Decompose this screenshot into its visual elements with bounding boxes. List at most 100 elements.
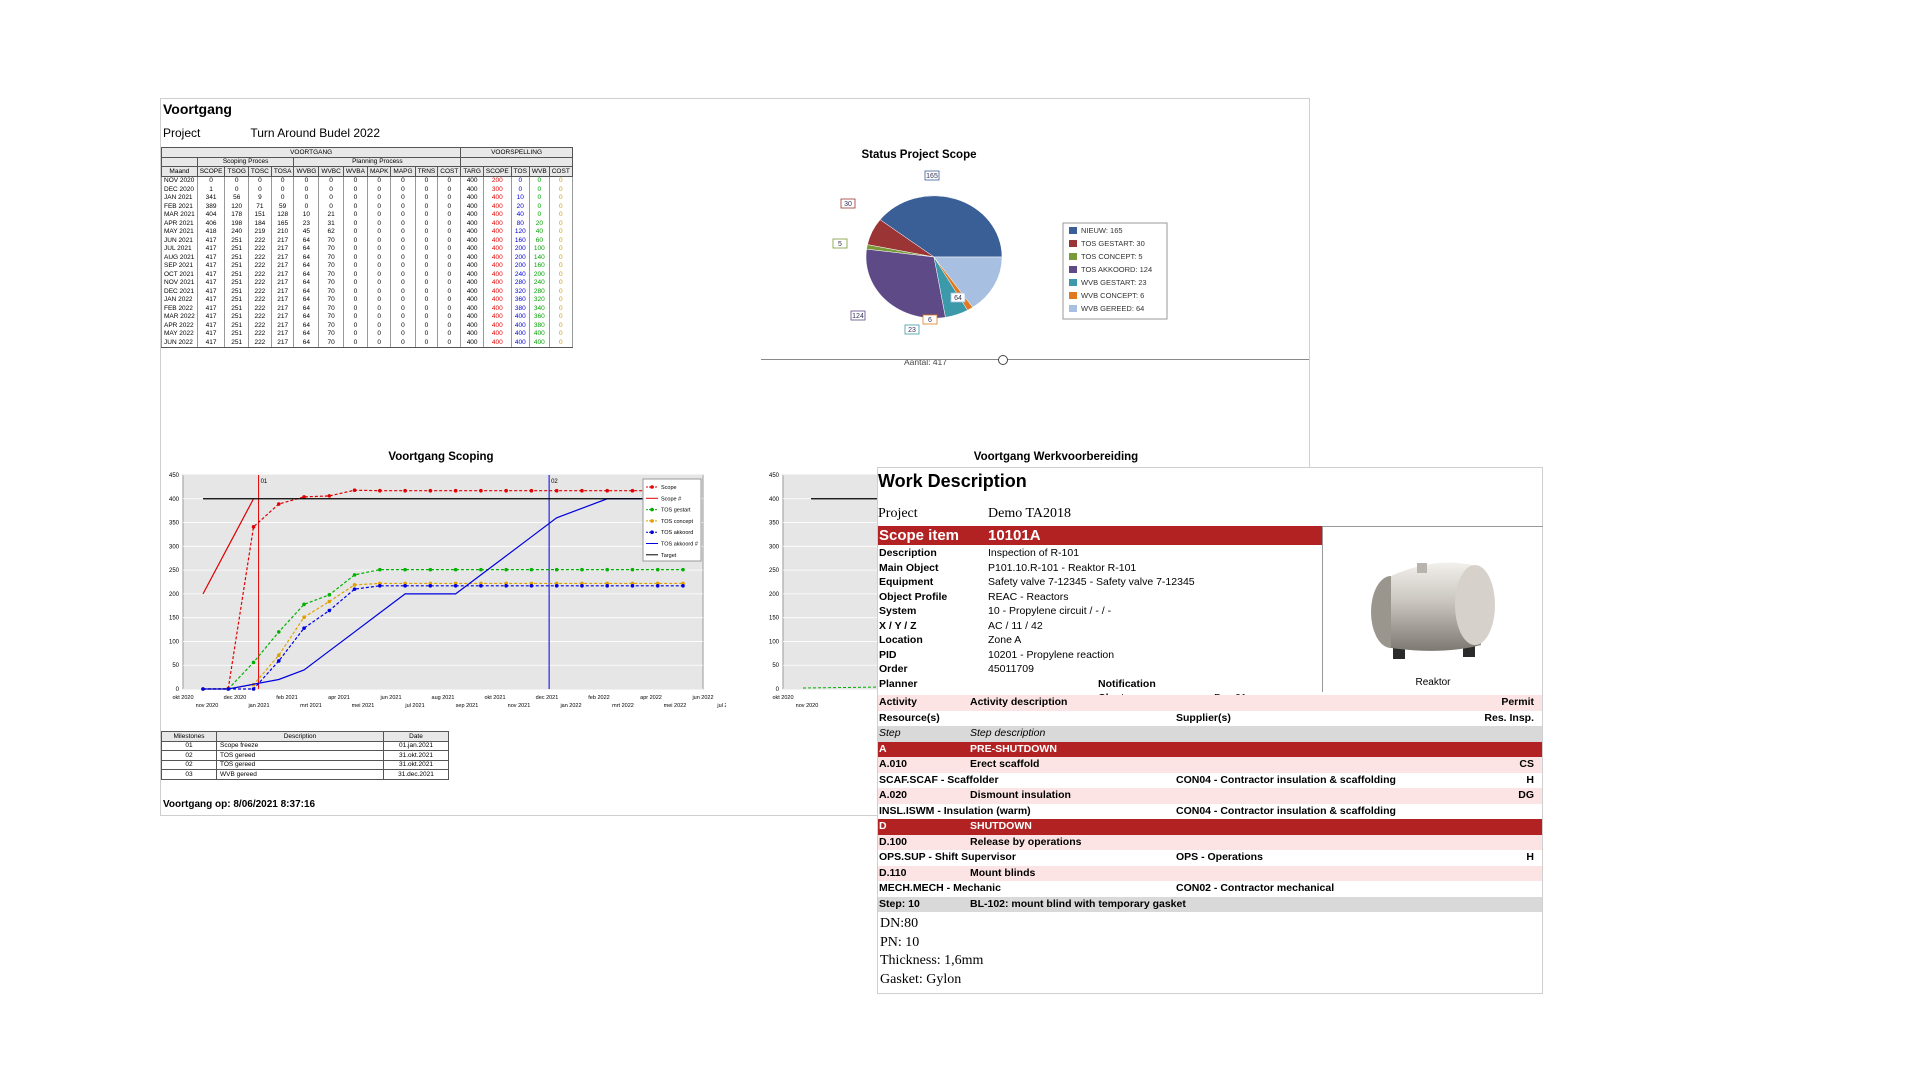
table-cell: 0 <box>510 176 530 185</box>
x-tick-label: nov 2021 <box>508 703 531 709</box>
table-cell: 9 <box>247 193 272 202</box>
scope-item-label: Scope item <box>879 527 960 544</box>
table-cell: 0 <box>437 304 462 313</box>
activity-row: INSL.ISWM - Insulation (warm) CON04 - Con… <box>878 804 1542 820</box>
table-cell: 219 <box>247 227 272 236</box>
table-cell: 70 <box>318 236 344 245</box>
x-tick-label: okt 2020 <box>172 695 193 701</box>
table-cell: 0 <box>390 210 416 219</box>
table-cell: 400 <box>460 253 484 262</box>
table-cell: 400 <box>460 176 484 185</box>
group-voortgang: VOORTGANG <box>160 147 462 158</box>
table-cell: 217 <box>270 304 295 313</box>
table-cell: 200 <box>528 270 550 279</box>
table-cell: 0 <box>437 219 462 228</box>
pie-slice <box>933 256 1003 308</box>
divider-handle[interactable] <box>998 355 1008 365</box>
table-cell: 417 <box>196 270 226 279</box>
table-cell: 0 <box>390 278 416 287</box>
table-cell: JUN 2022 <box>161 338 198 348</box>
data-point <box>479 567 483 572</box>
y-tick-label: 150 <box>769 616 780 622</box>
y-tick-label: 350 <box>169 521 180 527</box>
table-cell: 400 <box>510 312 530 321</box>
table-cell: 0 <box>342 185 368 194</box>
legend-marker <box>650 507 654 512</box>
table-cell: 417 <box>196 321 226 330</box>
y-tick-label: 350 <box>769 521 780 527</box>
table-cell: 64 <box>293 253 320 262</box>
table-cell: 0 <box>548 202 573 211</box>
milestone-cell: Scope freeze <box>216 740 384 751</box>
table-cell: 400 <box>510 329 530 338</box>
table-cell: 0 <box>548 304 573 313</box>
y-tick-label: 50 <box>172 663 179 669</box>
data-point <box>681 584 685 588</box>
table-cell: 0 <box>342 236 368 245</box>
legend-entry: WVB GESTART: 23 <box>1081 278 1147 287</box>
legend-entry: Scope <box>661 485 677 491</box>
series-line <box>802 686 881 689</box>
table-cell: 320 <box>510 287 530 296</box>
table-cell: 0 <box>366 244 392 253</box>
x-tick-label: jun 2021 <box>379 695 401 701</box>
table-col-header: TOSA <box>270 166 295 177</box>
data-point <box>554 488 559 493</box>
milestone-cell: TOS gereed <box>216 759 384 770</box>
table-cell: 40 <box>510 210 530 219</box>
activity-cell: SHUTDOWN <box>970 820 1032 832</box>
table-row: OCT 2021 417 251 222 217 64 70 0 0 0 0 0 400 400 240 20… <box>161 270 573 279</box>
table-cell: 0 <box>390 287 416 296</box>
table-cell: 0 <box>196 176 226 185</box>
milestone-header: Date <box>383 731 449 742</box>
table-cell: 400 <box>482 329 512 338</box>
table-cell: 251 <box>224 321 249 330</box>
table-cell: 417 <box>196 278 226 287</box>
data-point <box>403 488 407 493</box>
scoping-chart: 0 50 100 150 200 250 300 350 400 450 okt 2020 dec 2… <box>169 473 726 709</box>
table-cell: 217 <box>270 287 295 296</box>
data-point <box>302 626 306 630</box>
data-point <box>403 567 407 572</box>
table-cell: 0 <box>390 270 416 279</box>
y-tick-label: 450 <box>169 473 180 479</box>
activity-cell: D.100 <box>879 835 908 848</box>
notification-label: Notification <box>1098 678 1156 690</box>
note-line: Gasket: Gylon <box>880 971 962 987</box>
activity-row: Activity Activity description Permit <box>878 695 1542 711</box>
table-cell: 31 <box>318 219 344 228</box>
table-cell: 0 <box>247 185 272 194</box>
field-label: Location <box>879 634 923 646</box>
table-cell: 0 <box>414 278 439 287</box>
table-cell: 400 <box>460 244 484 253</box>
data-point <box>479 488 483 493</box>
pie-data-label: 23 <box>908 327 916 334</box>
table-cell: 0 <box>342 287 368 296</box>
field-label: Order <box>879 663 908 675</box>
data-point <box>327 608 332 613</box>
table-cell: 0 <box>414 236 439 245</box>
table-cell: 222 <box>247 338 272 348</box>
table-cell: 59 <box>270 202 295 211</box>
table-cell: 0 <box>224 185 249 194</box>
table-cell: 70 <box>318 278 344 287</box>
table-cell: 217 <box>270 261 295 270</box>
activity-row: Resource(s) Supplier(s) Res. Insp. <box>878 711 1542 727</box>
table-cell: 0 <box>437 312 462 321</box>
table-cell: 0 <box>414 304 439 313</box>
table-cell: SEP 2021 <box>161 261 198 270</box>
activity-cell: A.020 <box>879 789 908 801</box>
table-cell: 417 <box>196 329 226 338</box>
table-cell: 0 <box>437 287 462 296</box>
table-cell: 400 <box>482 202 512 211</box>
pie-data-label: 64 <box>954 295 962 302</box>
milestone-cell: 01.jan.2021 <box>383 740 449 751</box>
data-point <box>302 495 306 499</box>
activity-cell: SCAF.SCAF - Scaffolder <box>879 773 999 786</box>
table-cell: 222 <box>247 321 272 330</box>
table-cell: 400 <box>460 312 484 321</box>
table-cell: 251 <box>224 295 249 304</box>
table-cell: JUN 2021 <box>161 236 198 245</box>
table-cell: 217 <box>270 253 295 262</box>
milestone-row: 02 TOS gereed 31.okt.2021 <box>161 750 449 761</box>
